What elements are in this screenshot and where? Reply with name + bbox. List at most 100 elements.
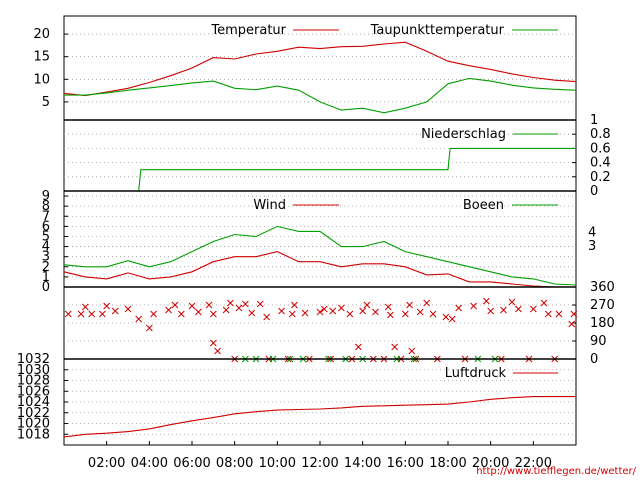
wind-ytick-label: 4 — [42, 240, 50, 255]
x-tick-label: 08:00 — [216, 456, 253, 471]
wind-direction-point — [150, 310, 157, 318]
wind-direction-point — [241, 300, 249, 308]
wind-direction-point — [442, 313, 450, 321]
wind-ytick-label: 7 — [42, 209, 50, 224]
wind-direction-point — [320, 305, 328, 313]
wind-direction-point — [416, 308, 424, 316]
wind-direction-point — [135, 315, 143, 323]
pressure-ytick-label: 1022 — [17, 406, 50, 421]
wind-direction-point — [77, 310, 85, 318]
wind-direction-point — [401, 310, 409, 318]
wind-direction-point — [408, 347, 416, 355]
pressure-series-line — [63, 396, 576, 438]
wind-ytick-label: 9 — [42, 189, 50, 204]
wind-direction-point — [515, 305, 522, 313]
precipitation-ytick-label: 0.8 — [590, 127, 611, 142]
wind-series-line — [63, 225, 577, 286]
wind-direction-point — [291, 301, 298, 309]
wind-direction-point — [256, 300, 264, 308]
x-tick-label: 18:00 — [429, 456, 466, 471]
wind-direction-point — [508, 298, 516, 306]
wind-direction-point — [124, 305, 132, 313]
pressure-ytick-label: 1018 — [17, 427, 50, 442]
wind-ytick-label: 1 — [42, 270, 50, 285]
pressure-ytick-label: 1032 — [17, 352, 50, 367]
wind-ytick-label: 0 — [42, 280, 50, 295]
wind-direction-point — [177, 310, 185, 318]
wind-direction-point — [423, 299, 431, 307]
wind-ytick-label: 6 — [42, 219, 50, 234]
wind-direction-point — [568, 320, 576, 328]
precipitation-ytick-label: 0.4 — [590, 156, 611, 171]
wind-legend-label: Boeen — [463, 198, 504, 213]
x-tick-label: 04:00 — [131, 456, 168, 471]
wind-direction-point — [222, 306, 230, 314]
precipitation-ytick-label: 0.6 — [590, 141, 611, 156]
precipitation-legend-label: Niederschlag — [421, 127, 506, 142]
wind-direction-point — [301, 309, 309, 317]
pressure-ytick-label: 1026 — [17, 384, 50, 399]
wind-direction-point — [337, 304, 345, 312]
wind-direction-point — [209, 339, 217, 347]
wind-direction-point — [103, 302, 111, 310]
wind-direction-point — [88, 310, 96, 318]
x-tick-label: 10:00 — [259, 456, 296, 471]
x-tick-label: 14:00 — [344, 456, 381, 471]
wind-direction-point — [214, 347, 221, 355]
wind-direction-point — [235, 304, 243, 312]
x-tick-label: 06:00 — [173, 456, 210, 471]
wind-direction-point — [188, 302, 196, 310]
wind-direction-point — [165, 306, 172, 314]
wind-direction-point — [544, 310, 552, 318]
precipitation-ytick-label: 0.2 — [590, 170, 611, 185]
wind-direction-point — [209, 310, 217, 318]
wind-direction-point — [363, 301, 371, 309]
wind-direction-point — [355, 343, 362, 351]
wind-direction-point — [288, 310, 296, 318]
wind-direction-ytick-label: 90 — [590, 334, 607, 349]
wind-direction-point — [81, 303, 89, 311]
wind-direction-point — [500, 306, 507, 314]
temperature-legend-label: Temperatur — [210, 23, 286, 38]
wind-direction-point — [227, 299, 234, 307]
x-tick-label: 22:00 — [515, 456, 552, 471]
source-url: http://www.tiefflegen.de/wetter/ — [476, 466, 636, 477]
wind-direction-ytick-label: 180 — [590, 316, 615, 331]
wind-direction-point — [359, 307, 367, 315]
wind-direction-point — [195, 308, 202, 316]
wind-ytick-right-label: 3 — [588, 239, 596, 254]
wind-series-line — [63, 251, 576, 288]
wind-direction-point — [171, 301, 179, 309]
x-tick-label: 20:00 — [472, 456, 509, 471]
wind-direction-point — [429, 310, 437, 318]
wind-direction-ytick-label: 360 — [590, 280, 615, 295]
x-tick-label: 16:00 — [387, 456, 424, 471]
wind-direction-ytick-label: 0 — [590, 352, 598, 367]
wind-ytick-right-label: 4 — [588, 225, 596, 240]
wind-legend-label: Wind — [253, 198, 286, 213]
temperature-series-line — [64, 77, 577, 114]
wind-direction-point — [529, 305, 537, 313]
wind-direction-point — [111, 307, 119, 315]
wind-ytick-label: 2 — [42, 260, 50, 275]
pressure-ytick-label: 1028 — [17, 374, 50, 389]
temperature-legend-label: Taupunkttemperatur — [370, 23, 505, 38]
pressure-ytick-label: 1030 — [17, 363, 50, 378]
temperature-ytick-label: 15 — [33, 50, 50, 65]
wind-direction-point — [483, 297, 490, 305]
wind-direction-ytick-label: 270 — [590, 298, 615, 313]
wind-direction-point — [384, 303, 392, 311]
wind-direction-point — [248, 309, 256, 317]
temperature-ytick-label: 5 — [42, 95, 50, 110]
wind-direction-point — [64, 310, 72, 318]
wind-ytick-label: 3 — [42, 250, 50, 265]
wind-direction-point — [570, 310, 578, 318]
pressure-legend-label: Luftdruck — [445, 366, 507, 381]
wind-ytick-label: 5 — [42, 229, 50, 244]
wind-direction-point — [487, 307, 495, 315]
wind-direction-point — [205, 301, 213, 309]
pressure-ytick-label: 1020 — [17, 417, 50, 432]
wind-direction-point — [372, 308, 379, 316]
